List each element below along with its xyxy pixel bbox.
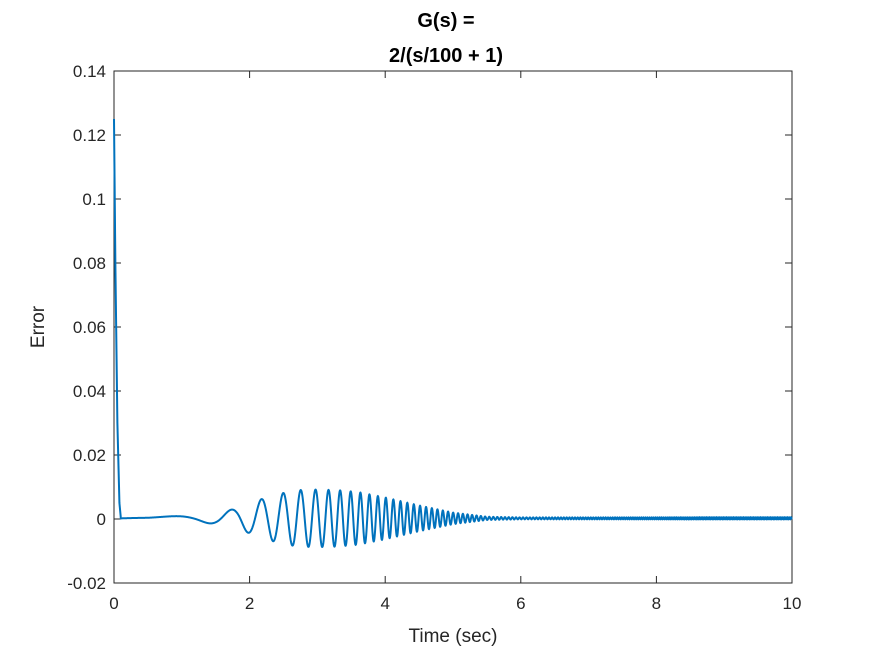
y-tick-label: -0.02 [67, 574, 106, 593]
x-tick-label: 2 [245, 594, 254, 613]
x-axis-ticks: 0 2 4 6 8 10 [109, 71, 801, 613]
y-tick-label: 0 [97, 510, 106, 529]
y-tick-label: 0.14 [73, 62, 106, 81]
x-tick-label: 0 [109, 594, 118, 613]
x-axis-label: Time (sec) [408, 626, 497, 647]
x-tick-label: 6 [516, 594, 525, 613]
x-tick-label: 4 [380, 594, 389, 613]
y-tick-label: 0.1 [82, 190, 106, 209]
y-tick-label: 0.02 [73, 446, 106, 465]
plot-area [113, 70, 793, 584]
x-tick-label: 8 [652, 594, 661, 613]
y-tick-label: 0.08 [73, 254, 106, 273]
y-tick-label: 0.04 [73, 382, 106, 401]
y-axis-label: Error [28, 305, 49, 348]
chart-title-line-1: G(s) = [417, 10, 474, 32]
y-tick-label: 0.06 [73, 318, 106, 337]
y-tick-label: 0.12 [73, 126, 106, 145]
series-line-error [113, 118, 793, 549]
x-tick-label: 10 [783, 594, 802, 613]
chart-title-line-2: 2/(s/100 + 1) [389, 45, 503, 67]
